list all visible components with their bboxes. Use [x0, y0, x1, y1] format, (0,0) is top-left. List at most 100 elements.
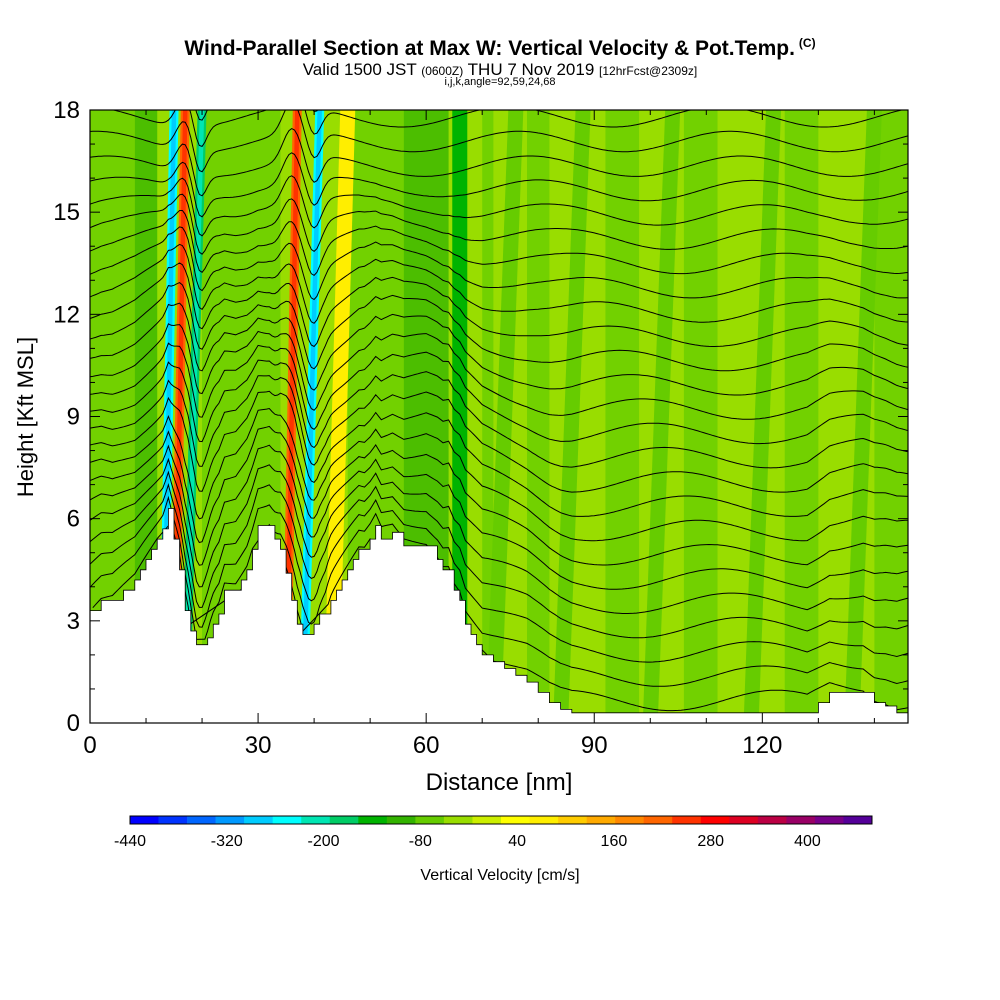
terrain-mask: [89, 508, 909, 724]
axes: 0 30 60 90 120 0 3 6 9 12 15 18: [53, 97, 908, 759]
isentrope-line: [90, 302, 908, 396]
valid-time: Valid 1500 JST: [302, 60, 417, 79]
vertical-velocity-core: [283, 110, 300, 723]
colorbar: -440 -320 -200 -80 40 160 280 400: [114, 815, 873, 850]
colorbar-swatch: [472, 816, 502, 824]
isentrope-line: [90, 425, 908, 566]
chart-title: Wind-Parallel Section at Max W: Vertical…: [0, 36, 1000, 61]
y-tick-label: 9: [67, 404, 80, 431]
isentrope-line: [90, 262, 908, 348]
colorbar-tick-label: 400: [794, 833, 821, 850]
isentrope-line: [90, 175, 908, 237]
isentrope-line: [90, 407, 908, 542]
colorbar-swatch: [443, 816, 473, 824]
weak-motion-stripe: [527, 110, 550, 723]
colorbar-swatch: [187, 816, 216, 824]
colorbar-swatch: [130, 816, 159, 824]
velocity-field: [90, 110, 908, 723]
isentrope-line: [90, 342, 908, 445]
colorbar-swatch: [215, 816, 245, 824]
colorbar-swatch: [558, 816, 587, 824]
y-tick-label: 3: [67, 608, 80, 635]
colorbar-swatch: [672, 816, 702, 824]
colorbar-swatch: [358, 816, 388, 824]
forecast-run: [12hrFcst@2309z]: [599, 64, 698, 78]
colorbar-swatch: [786, 816, 816, 824]
colorbar-swatch: [501, 816, 530, 824]
isentrope-line: [90, 375, 908, 493]
y-tick-label: 6: [67, 506, 80, 533]
section-params: i,j,k,angle=92,59,24,68: [444, 76, 556, 88]
colorbar-label: Vertical Velocity [cm/s]: [420, 867, 579, 884]
y-tick-label: 18: [53, 97, 80, 124]
colorbar-tick-label: 160: [601, 833, 628, 850]
x-axis-label: Distance [nm]: [426, 769, 573, 796]
colorbar-swatch: [158, 816, 188, 824]
vertical-velocity-band: [485, 110, 524, 723]
isentrope-line: [110, 110, 904, 147]
colorbar-swatch: [729, 816, 759, 824]
colorbar-swatch: [700, 816, 730, 824]
y-axis-label: Height [Kft MSL]: [13, 337, 38, 497]
colorbar-swatch: [329, 816, 359, 824]
weak-motion-stripe: [482, 110, 494, 723]
x-tick-label: 120: [742, 732, 782, 759]
potential-temperature-contours: [90, 110, 908, 712]
colorbar-tick-label: -320: [211, 833, 243, 850]
copyright-mark: (C): [798, 36, 816, 50]
vertical-velocity-band: [553, 110, 591, 723]
colorbar-swatch: [244, 816, 273, 824]
colorbar-swatch: [272, 816, 302, 824]
colorbar-swatch: [586, 816, 616, 824]
isentrope-line: [90, 390, 908, 517]
isentrope-line: [90, 359, 908, 469]
chart-subtitle: Valid 1500 JST (0600Z) THU 7 Nov 2019 [1…: [0, 60, 1000, 80]
x-tick-label: 0: [83, 732, 96, 759]
colorbar-swatch: [843, 816, 873, 824]
colorbar-tick-label: -440: [114, 833, 146, 850]
colorbar-swatch: [301, 816, 331, 824]
x-tick-label: 90: [581, 732, 608, 759]
isentrope-line: [90, 495, 908, 687]
colorbar-swatch: [643, 816, 673, 824]
vertical-velocity-band: [323, 110, 356, 723]
isentrope-line: [90, 470, 908, 639]
colorbar-swatch: [814, 816, 844, 824]
isentrope-line: [90, 152, 908, 218]
weak-motion-stripe: [683, 110, 718, 723]
vertical-velocity-band: [452, 110, 468, 723]
isentrope-line: [90, 483, 908, 663]
isentrope-line: [90, 444, 908, 590]
colorbar-frame: [129, 815, 873, 825]
isentrope-line: [90, 243, 908, 324]
colorbar-swatch: [415, 816, 445, 824]
colorbar-tick-label: 40: [508, 833, 526, 850]
isentrope-line: [90, 282, 908, 372]
isentrope-line: [90, 128, 908, 197]
valid-date: THU 7 Nov 2019: [467, 60, 595, 79]
colorbar-swatch: [386, 816, 416, 824]
isentrope-line: [90, 110, 908, 173]
colorbar-tick-label: -200: [308, 833, 340, 850]
colorbar-swatch: [757, 816, 787, 824]
vertical-velocity-band: [844, 110, 882, 723]
colorbar-swatch: [529, 816, 559, 824]
isentrope-line: [90, 226, 908, 301]
weak-motion-stripe: [605, 110, 640, 723]
vertical-velocity-band: [743, 110, 782, 723]
utc-time: (0600Z): [421, 64, 464, 78]
isentrope-line: [90, 323, 908, 420]
isentrope-line: [90, 457, 908, 614]
terrain-profile: [89, 508, 909, 724]
colorbar-tick-label: -80: [409, 833, 432, 850]
y-tick-label: 0: [67, 710, 80, 737]
colorbar-tick-label: 280: [697, 833, 724, 850]
vertical-velocity-band: [642, 110, 681, 723]
chart-title-text: Wind-Parallel Section at Max W: Vertical…: [184, 37, 795, 60]
vertical-velocity-core: [182, 110, 205, 723]
x-tick-label: 60: [413, 732, 440, 759]
y-tick-label: 15: [53, 199, 80, 226]
colorbar-swatch: [615, 816, 644, 824]
isentrope-line: [90, 210, 908, 277]
